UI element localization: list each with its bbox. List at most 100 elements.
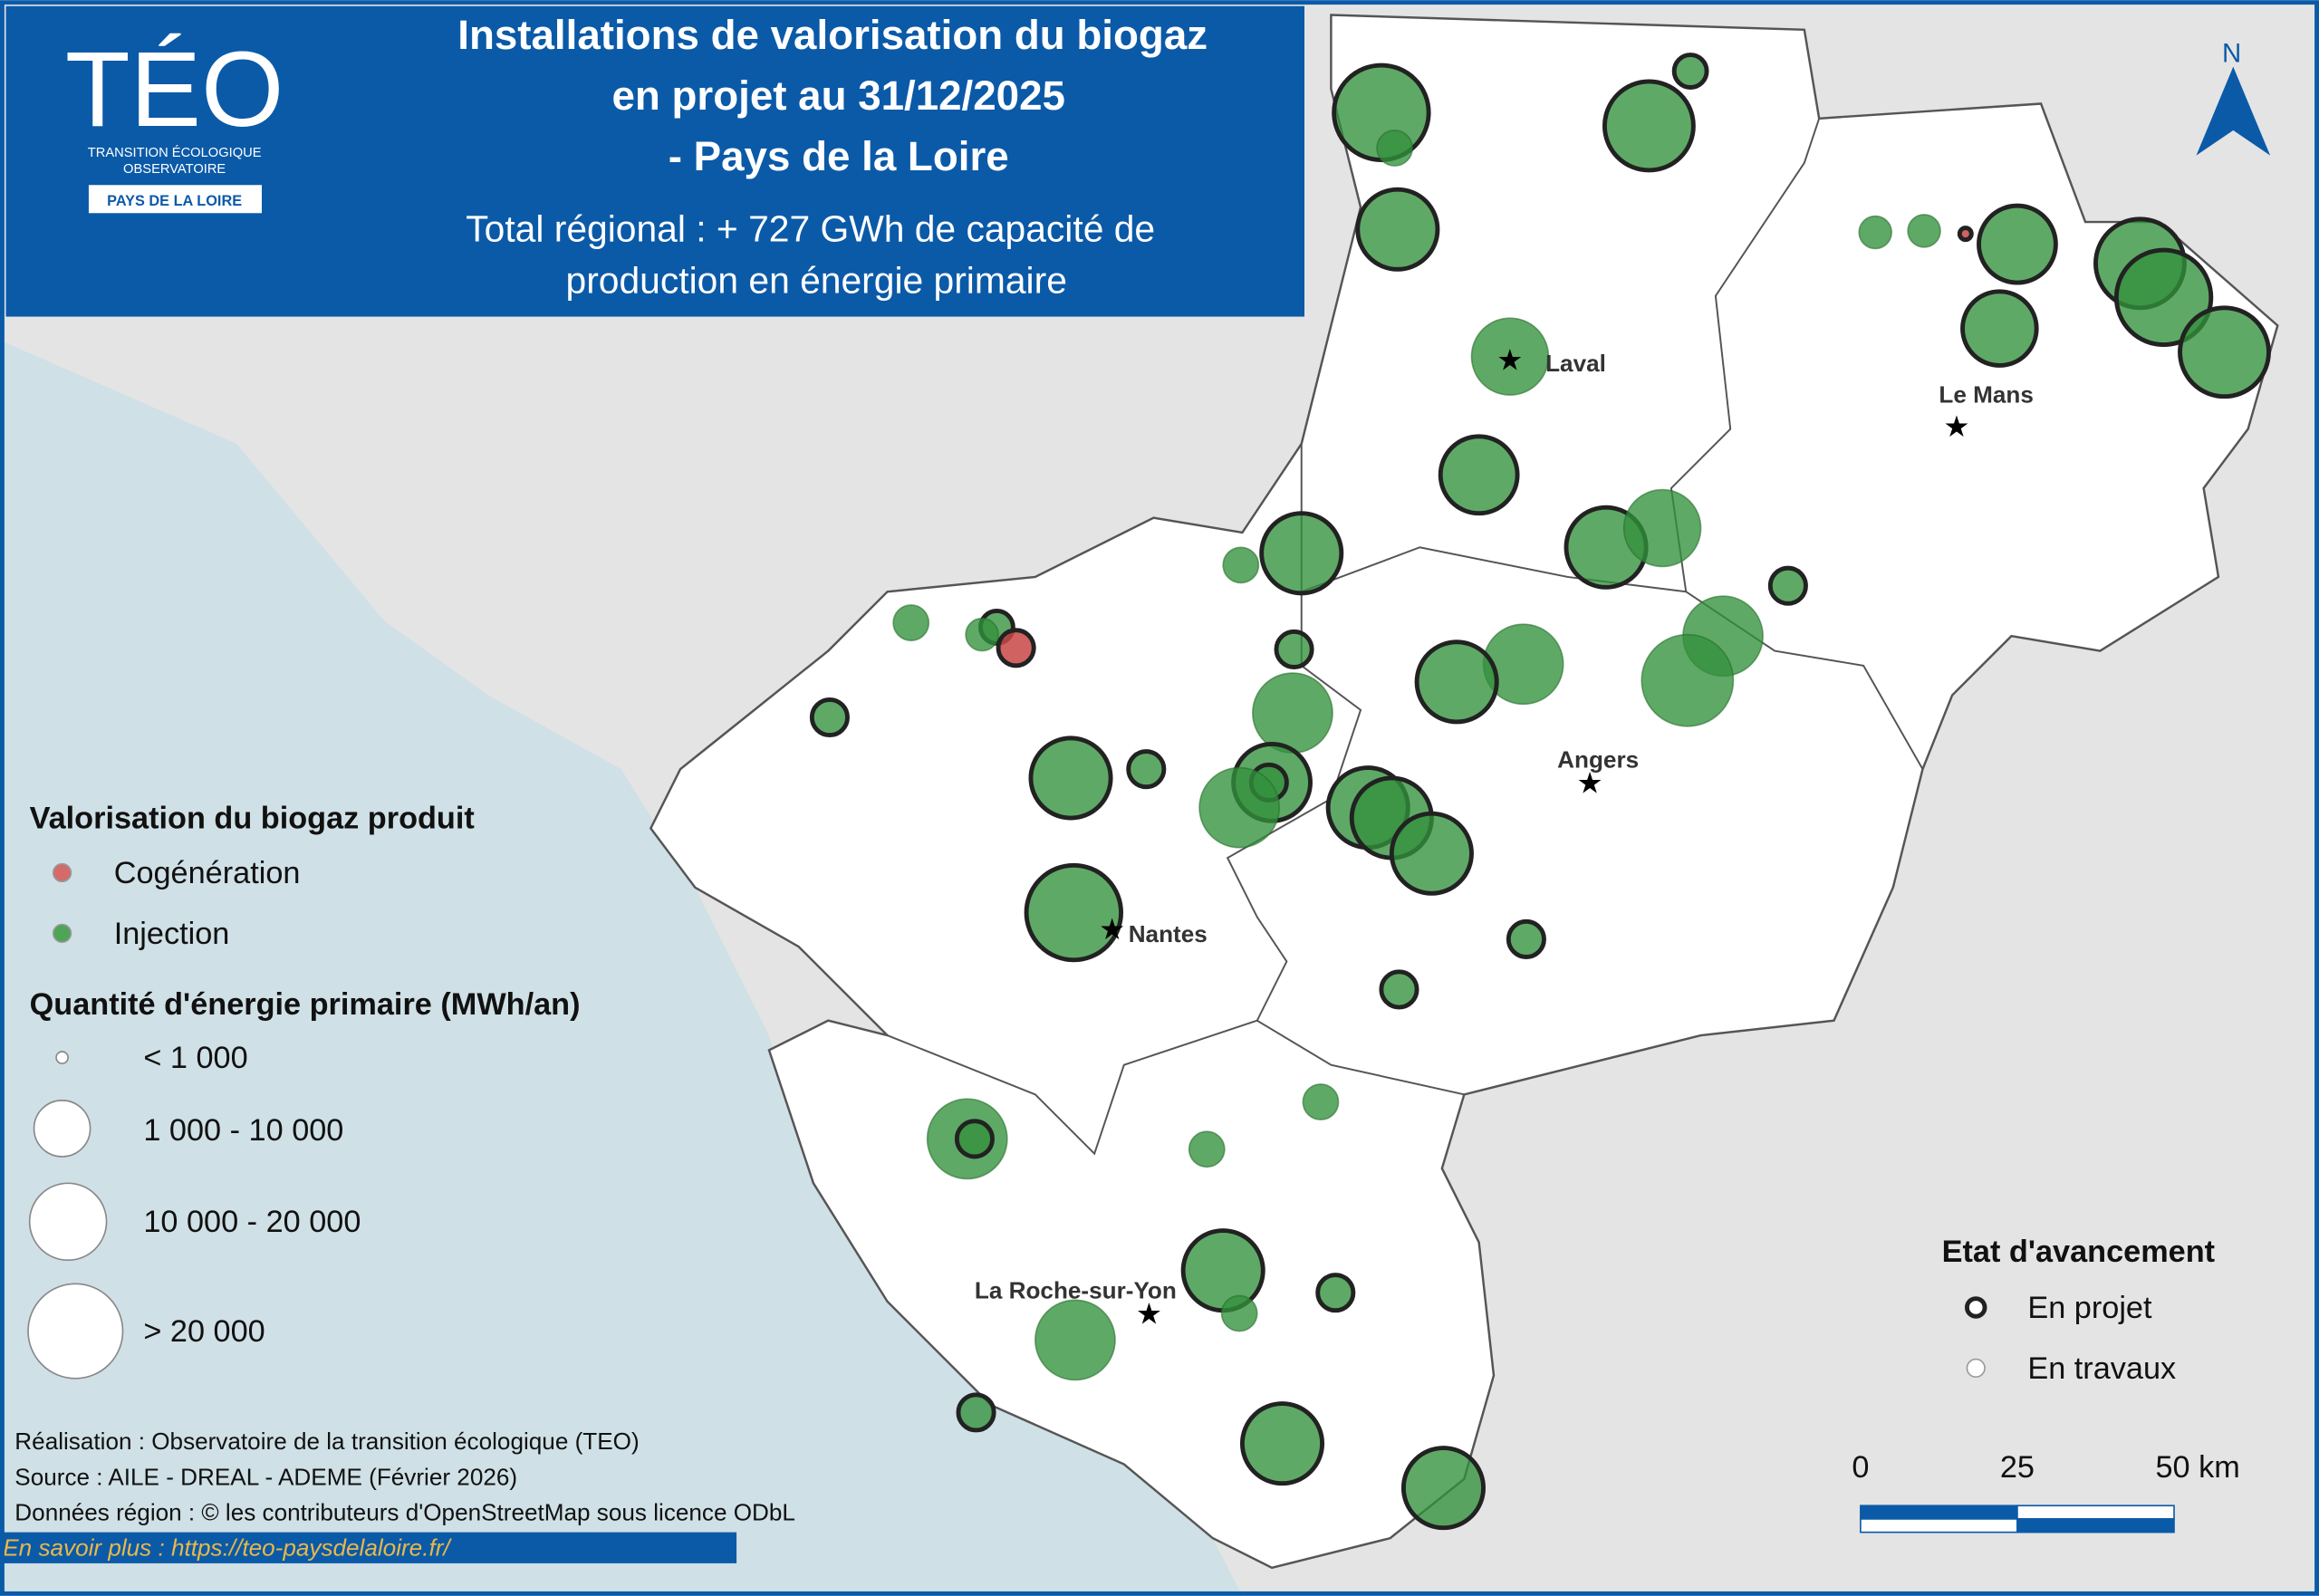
- installation: [1239, 1401, 1325, 1486]
- link[interactable]: En savoir plus : https://teo-paysdelaloi…: [3, 1534, 452, 1562]
- legend-symbol: [27, 1283, 124, 1380]
- installation: [1355, 187, 1440, 272]
- installation: [1907, 214, 1941, 248]
- installation: [1470, 317, 1550, 396]
- installation: [956, 1392, 996, 1433]
- installation: [1960, 289, 2039, 368]
- installation: [2113, 247, 2214, 348]
- dept-border: [887, 1019, 1258, 1156]
- north-label: N: [2222, 39, 2241, 69]
- legend-symbol: [1964, 1296, 1987, 1319]
- installation: [1438, 434, 1520, 516]
- installation: [1198, 766, 1281, 849]
- legend-item: Cogénération: [114, 856, 301, 890]
- logo-badge: [88, 185, 262, 214]
- scale-seg: [2016, 1505, 2175, 1520]
- installation: [1400, 1446, 1487, 1531]
- legend-item: > 20 000: [143, 1314, 265, 1349]
- city-star: ★: [1136, 1296, 1162, 1330]
- city-label: Angers: [1557, 746, 1639, 774]
- installation: [954, 1119, 995, 1159]
- installation: [1259, 511, 1344, 596]
- installation: [1252, 672, 1333, 755]
- installation: [1302, 1083, 1340, 1120]
- scale-seg: [1860, 1505, 2018, 1520]
- installation: [1180, 1228, 1265, 1313]
- subtitle: Total régional : + 727 GWh de capacité d…: [466, 207, 1155, 249]
- legend-title: Etat d'avancement: [1942, 1235, 2215, 1269]
- installation: [1379, 969, 1419, 1010]
- legend-item: 1 000 - 10 000: [143, 1113, 343, 1148]
- legend-item: En travaux: [2027, 1351, 2176, 1386]
- installation: [1376, 130, 1413, 167]
- logo-line: OBSERVATOIRE: [123, 162, 226, 177]
- installation: [1024, 862, 1123, 963]
- legend-symbol: [52, 923, 72, 943]
- legend-item: 10 000 - 20 000: [143, 1205, 361, 1239]
- legend-item: < 1 000: [143, 1041, 247, 1075]
- installation: [1188, 1130, 1226, 1168]
- installation: [1767, 565, 1808, 606]
- city-star: ★: [1576, 765, 1602, 799]
- city-star: ★: [1099, 912, 1125, 946]
- installation: [1222, 546, 1260, 584]
- installation: [996, 628, 1036, 668]
- scale-label: 0: [1852, 1450, 1869, 1485]
- legend-symbol: [28, 1182, 108, 1262]
- city-label: Nantes: [1129, 920, 1208, 947]
- credit: Source : AILE - DREAL - ADEME (Février 2…: [14, 1463, 517, 1490]
- legend-symbol: [55, 1051, 69, 1064]
- legend-symbol: [1966, 1358, 1986, 1378]
- scale-label: 25: [2000, 1450, 2035, 1485]
- installation: [892, 604, 930, 641]
- scale-seg: [2016, 1518, 2175, 1534]
- legend-title: Valorisation du biogaz produit: [30, 801, 475, 835]
- title: - Pays de la Loire: [669, 133, 1009, 179]
- installation: [1957, 226, 1974, 243]
- installation: [1602, 79, 1696, 173]
- installation: [809, 697, 850, 738]
- legend-symbol: [52, 862, 72, 883]
- credit: Réalisation : Observatoire de la transit…: [14, 1428, 639, 1455]
- scale-seg: [1860, 1518, 2018, 1534]
- logo-region: PAYS DE LA LOIRE: [107, 193, 242, 209]
- installation: [965, 617, 999, 652]
- size-symbols: [27, 1051, 124, 1380]
- region: [649, 14, 2279, 1570]
- legend-title: Quantité d'énergie primaire (MWh/an): [30, 987, 581, 1022]
- installation: [1028, 736, 1113, 821]
- installation: [1671, 53, 1709, 90]
- city-label: La Roche-sur-Yon: [975, 1277, 1177, 1304]
- installation: [1641, 633, 1735, 727]
- installation: [1034, 1299, 1116, 1381]
- installation: [2178, 305, 2271, 399]
- city-label: Laval: [1545, 350, 1606, 377]
- installation: [1389, 811, 1474, 896]
- link-box: [0, 1532, 737, 1563]
- scale-bar: [1860, 1505, 2175, 1534]
- subtitle: production en énergie primaire: [566, 259, 1067, 301]
- legend-symbol: [33, 1100, 91, 1158]
- installation: [1977, 203, 2058, 285]
- installation: [1220, 1294, 1258, 1332]
- scale-label: 50 km: [2155, 1450, 2239, 1485]
- logo-line: TRANSITION ÉCOLOGIQUE: [88, 145, 262, 160]
- legend-item: Injection: [114, 917, 230, 951]
- title: Installations de valorisation du biogaz: [457, 12, 1208, 58]
- installation: [1506, 918, 1546, 959]
- logo-name: TÉO: [65, 30, 284, 149]
- sea: [0, 340, 1243, 1596]
- city-stars: ★ ★ ★ ★ ★: [1099, 342, 1970, 1330]
- installation: [1126, 749, 1167, 790]
- installation: [1315, 1273, 1356, 1313]
- city-star: ★: [1943, 409, 1969, 443]
- header-box: [5, 5, 1304, 317]
- dept-border: [1226, 591, 1465, 1096]
- city-label: Le Mans: [1939, 380, 2033, 408]
- title: en projet au 31/12/2025: [611, 72, 1064, 119]
- installation: [1414, 639, 1499, 725]
- credit: Données région : © les contributeurs d'O…: [14, 1499, 795, 1526]
- installation: [1274, 629, 1314, 669]
